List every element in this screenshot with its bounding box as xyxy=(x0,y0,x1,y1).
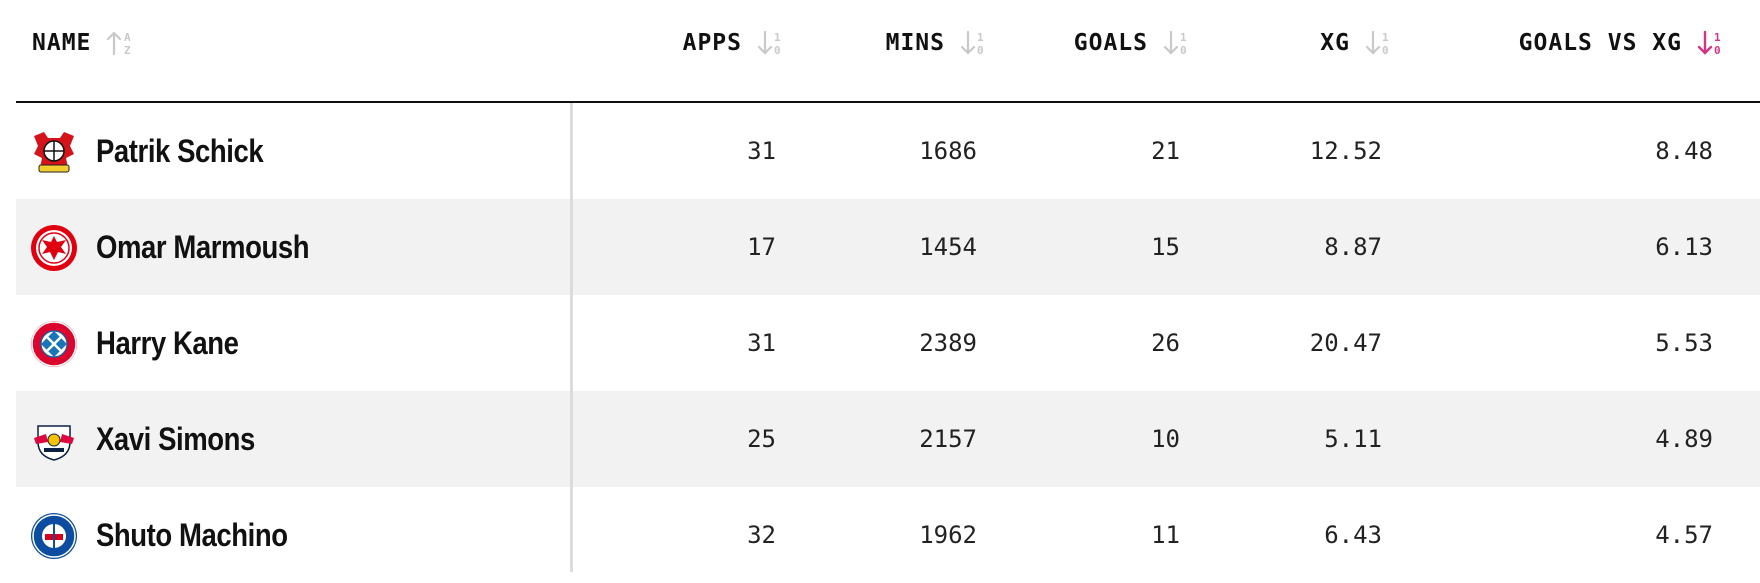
eintracht-frankfurt-crest-icon xyxy=(31,225,77,271)
player-stats-table: NAME A Z APPS xyxy=(16,0,1760,572)
svg-text:1: 1 xyxy=(1714,31,1722,44)
sort-numeric-icon[interactable]: 1 0 xyxy=(1164,29,1190,57)
goals-value: 11 xyxy=(1151,521,1180,549)
column-header-mins[interactable]: MINS 1 0 xyxy=(886,26,987,60)
rb-leipzig-crest-icon xyxy=(34,425,74,461)
svg-text:Z: Z xyxy=(124,44,132,57)
goals-value: 10 xyxy=(1151,425,1180,453)
svg-text:A: A xyxy=(124,31,132,44)
column-header-label: GOALS VS XG xyxy=(1518,30,1682,56)
table-row[interactable]: Shuto Machino 32 1962 11 6.43 4.57 xyxy=(16,487,1760,583)
goals-vs-xg-value: 4.57 xyxy=(1655,521,1713,549)
column-header-goals[interactable]: GOALS 1 0 xyxy=(1074,26,1190,60)
sort-numeric-icon[interactable]: 1 0 xyxy=(1366,29,1392,57)
goals-vs-xg-value: 6.13 xyxy=(1655,233,1713,261)
column-header-xg[interactable]: XG 1 0 xyxy=(1320,26,1392,60)
column-header-label: NAME xyxy=(32,30,92,56)
table-row[interactable]: Xavi Simons 25 2157 10 5.11 4.89 xyxy=(16,391,1760,487)
goals-vs-xg-value: 4.89 xyxy=(1655,425,1713,453)
goals-vs-xg-value: 5.53 xyxy=(1655,329,1713,357)
table-row[interactable]: Patrik Schick 31 1686 21 12.52 8.48 xyxy=(16,103,1760,199)
svg-text:0: 0 xyxy=(1180,44,1188,57)
table-row[interactable]: Omar Marmoush 17 1454 15 8.87 6.13 xyxy=(16,199,1760,295)
goals-value: 15 xyxy=(1151,233,1180,261)
player-name[interactable]: Shuto Machino xyxy=(96,517,288,553)
apps-value: 17 xyxy=(747,233,776,261)
mins-value: 1686 xyxy=(919,137,977,165)
goals-value: 26 xyxy=(1151,329,1180,357)
goals-value: 21 xyxy=(1151,137,1180,165)
mins-value: 1454 xyxy=(919,233,977,261)
player-name[interactable]: Harry Kane xyxy=(96,325,239,361)
column-header-name[interactable]: NAME A Z xyxy=(32,26,137,60)
player-name[interactable]: Xavi Simons xyxy=(96,421,255,457)
xg-value: 6.43 xyxy=(1324,521,1382,549)
column-header-label: MINS xyxy=(885,30,945,56)
svg-text:1: 1 xyxy=(1382,31,1390,44)
sort-numeric-icon[interactable]: 1 0 xyxy=(961,29,987,57)
svg-text:1: 1 xyxy=(774,31,782,44)
mins-value: 2157 xyxy=(919,425,977,453)
apps-value: 32 xyxy=(747,521,776,549)
apps-value: 25 xyxy=(747,425,776,453)
player-name[interactable]: Omar Marmoush xyxy=(96,229,310,265)
svg-text:0: 0 xyxy=(977,44,985,57)
bayer-leverkusen-crest-icon xyxy=(34,132,74,173)
sticky-column-divider xyxy=(570,103,573,572)
column-header-label: XG xyxy=(1320,30,1350,56)
player-name[interactable]: Patrik Schick xyxy=(96,133,264,169)
holstein-kiel-crest-icon xyxy=(31,513,77,559)
svg-text:0: 0 xyxy=(1714,44,1722,57)
apps-value: 31 xyxy=(747,137,776,165)
table-header: NAME A Z APPS xyxy=(16,0,1760,103)
sort-alpha-icon[interactable]: A Z xyxy=(107,29,137,57)
mins-value: 1962 xyxy=(919,521,977,549)
xg-value: 20.47 xyxy=(1309,329,1382,357)
svg-text:0: 0 xyxy=(1382,44,1390,57)
xg-value: 8.87 xyxy=(1324,233,1382,261)
bayern-munchen-crest-icon xyxy=(31,321,77,367)
column-header-label: APPS xyxy=(682,30,742,56)
mins-value: 2389 xyxy=(919,329,977,357)
goals-vs-xg-value: 8.48 xyxy=(1655,137,1713,165)
xg-value: 5.11 xyxy=(1324,425,1382,453)
column-header-label: GOALS xyxy=(1073,30,1148,56)
svg-text:1: 1 xyxy=(977,31,985,44)
svg-text:1: 1 xyxy=(1180,31,1188,44)
column-header-apps[interactable]: APPS 1 0 xyxy=(683,26,784,60)
svg-text:0: 0 xyxy=(774,44,782,57)
column-header-goals-vs-xg[interactable]: GOALS VS XG 1 0 xyxy=(1519,26,1724,60)
table-row[interactable]: Harry Kane 31 2389 26 20.47 5.53 xyxy=(16,295,1760,391)
sort-numeric-icon[interactable]: 1 0 xyxy=(758,29,784,57)
apps-value: 31 xyxy=(747,329,776,357)
xg-value: 12.52 xyxy=(1309,137,1382,165)
sort-numeric-active-icon[interactable]: 1 0 xyxy=(1698,29,1724,57)
